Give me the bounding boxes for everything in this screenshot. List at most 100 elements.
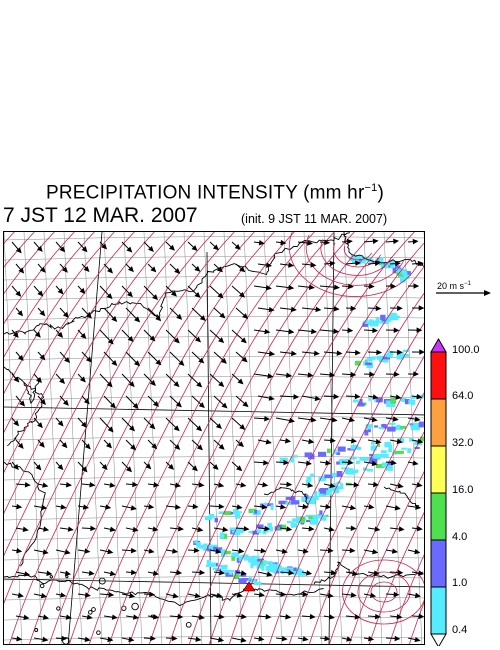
wind-arrow-head [192,503,199,510]
wind-arrow-head [347,459,354,466]
wind-arrow-head [23,614,30,620]
wind-arrow-head [216,266,223,273]
wind-arrow-head [196,444,203,451]
precip-cell [237,528,244,533]
precip-cell [273,565,278,569]
precip-cell [310,473,314,477]
precip-cell [252,530,260,535]
legend-label: 64.0 [452,390,474,402]
wind-arrow-head [368,283,375,289]
precip-cell [315,496,319,500]
precip-cell [292,524,297,528]
precip-cell [274,566,280,571]
precip-cell [346,472,355,475]
precip-cell [386,401,396,407]
grid-meridian [203,232,223,644]
precip-cell [308,516,313,519]
precip-cell [404,399,410,405]
wind-arrow-head [194,265,201,272]
precip-cell [216,547,223,552]
wind-arrow-head [199,569,206,576]
wind-arrow-head [18,267,25,274]
precip-cell [388,261,396,264]
wind-arrow-head [414,636,421,643]
wind-arrow-head [38,441,45,448]
wind-arrow-head [17,354,24,361]
wind-arrow-head [283,459,290,466]
wind-arrow-head [173,381,180,388]
wind-arrow-head [57,420,64,427]
precip-cell [403,274,407,278]
wind-arrow-head [314,395,321,402]
wind-arrow-head [198,402,205,409]
wind-arrow-head [284,438,292,444]
precip-cell [250,563,254,569]
wind-arrow-head [240,482,247,488]
precip-cell [355,460,360,464]
wind-arrow-head [145,463,152,470]
wind-arrow-head [106,381,113,388]
wind-arrow-head [176,569,183,576]
wind-arrow-head [195,636,202,642]
wind-arrow-head [397,483,404,489]
precip-cell [365,362,372,366]
legend-label: 100.0 [452,344,480,356]
wind-arrow-head [393,371,400,377]
precip-cell [278,500,288,505]
wind-arrow-head [328,526,335,532]
wind-arrow-head [331,417,338,423]
wind-arrow-head [111,359,118,367]
precip-cell [253,558,260,562]
precip-cell [235,513,241,519]
precip-cell [213,546,217,551]
precip-cell [372,320,379,327]
wind-arrow-head [152,294,158,301]
wind-arrow-head [286,481,293,488]
reference-vector-arrow [436,290,491,296]
wind-arrow-head [34,331,41,338]
precip-cell [221,570,230,574]
precip-cell [395,426,404,431]
wind-arrow-head [242,313,249,319]
grid-meridian [43,232,63,644]
precip-cell [338,486,344,490]
wind-arrow-head [17,592,24,598]
wind-arrow-head [309,613,316,620]
wind-arrow-head [155,315,162,322]
precip-cell [236,557,241,563]
wind-arrow-head [148,548,155,554]
precip-cell [400,426,407,429]
wind-arrow-head [39,354,46,361]
wind-arrow-head [64,570,72,576]
domain-line [67,232,103,644]
wind-arrow-head [306,570,313,576]
precip-cell [398,274,404,277]
wind-arrow-head [390,459,397,466]
precip-cell [263,502,268,507]
wind-arrow-head [43,526,50,532]
wind-arrow-head [61,266,68,273]
wind-arrow-head [109,570,116,577]
precip-cell [328,486,336,492]
precip-cell [218,511,226,514]
precipitation-map [3,231,425,645]
wind-arrow-head [197,526,204,533]
wind-arrow-head [107,426,114,433]
closed-isobar [357,571,411,613]
precip-cell [321,515,327,521]
precip-cell [380,314,386,321]
legend-box-0 [430,586,447,635]
reference-vector-exponent: −1 [464,281,471,287]
wind-arrow-head [172,593,179,599]
wind-arrow-head [215,548,222,554]
wind-arrow-head [219,569,226,576]
isobar [189,232,415,644]
precip-cell [208,562,216,567]
isobar [49,232,275,644]
wind-arrow-head [89,482,96,488]
wind-arrow-head [105,504,112,510]
grid-parallel [4,556,424,561]
grid-meridian [183,232,203,644]
precip-cell [341,462,349,465]
precip-cell [324,474,333,479]
